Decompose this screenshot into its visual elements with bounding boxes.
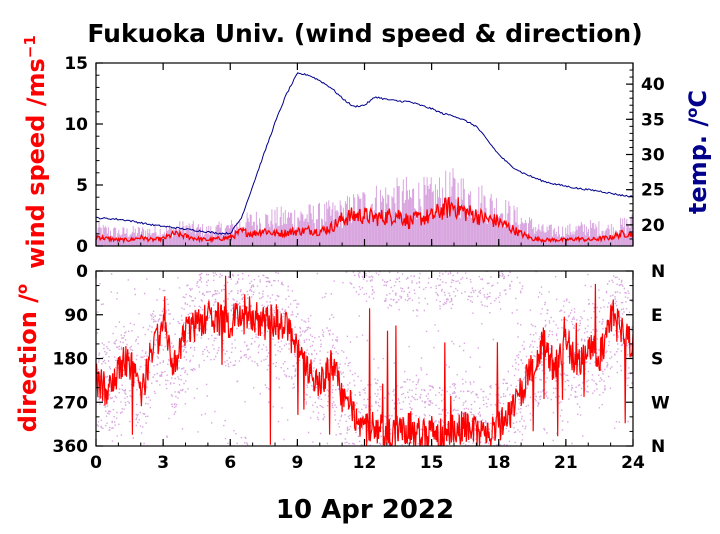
- x-tick-label: 15: [420, 453, 444, 473]
- compass-tick-label: N: [651, 262, 665, 282]
- wind-speed-range-spikes: [96, 168, 633, 246]
- direction-tick-label: 270: [53, 393, 89, 413]
- y-tick-label: 10: [64, 115, 88, 135]
- compass-tick-label: N: [651, 437, 665, 457]
- y2-tick-label: 30: [641, 146, 665, 166]
- y-tick-label: 0: [76, 237, 88, 257]
- y2-axis-label: temp. /oC: [683, 90, 712, 214]
- y2-tick-label: 40: [641, 75, 665, 95]
- y-tick-label: 5: [76, 176, 88, 196]
- x-tick-label: 6: [224, 453, 236, 473]
- x-tick-label: 12: [353, 453, 377, 473]
- temperature-line: [96, 72, 633, 235]
- direction-axis-label: direction /o: [13, 284, 42, 432]
- direction-tick-label: 180: [53, 350, 89, 370]
- y2-tick-label: 35: [641, 110, 665, 130]
- x-tick-label: 24: [621, 453, 645, 473]
- y2-tick-label: 25: [641, 181, 665, 201]
- x-tick-label: 0: [90, 453, 102, 473]
- compass-tick-label: E: [651, 306, 663, 326]
- y2-tick-label: 20: [641, 216, 665, 236]
- direction-tick-label: 0: [76, 262, 88, 282]
- direction-mean-line: [96, 275, 633, 446]
- x-tick-label: 18: [487, 453, 511, 473]
- y-tick-label: 15: [64, 54, 88, 74]
- direction-tick-label: 90: [64, 306, 88, 326]
- x-axis-label: 10 Apr 2022: [276, 495, 454, 525]
- x-tick-label: 9: [291, 453, 303, 473]
- chart-title: Fukuoka Univ. (wind speed & direction): [87, 19, 642, 48]
- compass-tick-label: W: [651, 393, 670, 413]
- y-axis-label: wind speed /ms−1: [21, 35, 50, 269]
- x-tick-label: 21: [554, 453, 578, 473]
- x-tick-label: 3: [157, 453, 169, 473]
- direction-tick-label: 360: [53, 437, 89, 457]
- wind-speed-mean-line: [96, 197, 633, 245]
- compass-tick-label: S: [651, 350, 663, 370]
